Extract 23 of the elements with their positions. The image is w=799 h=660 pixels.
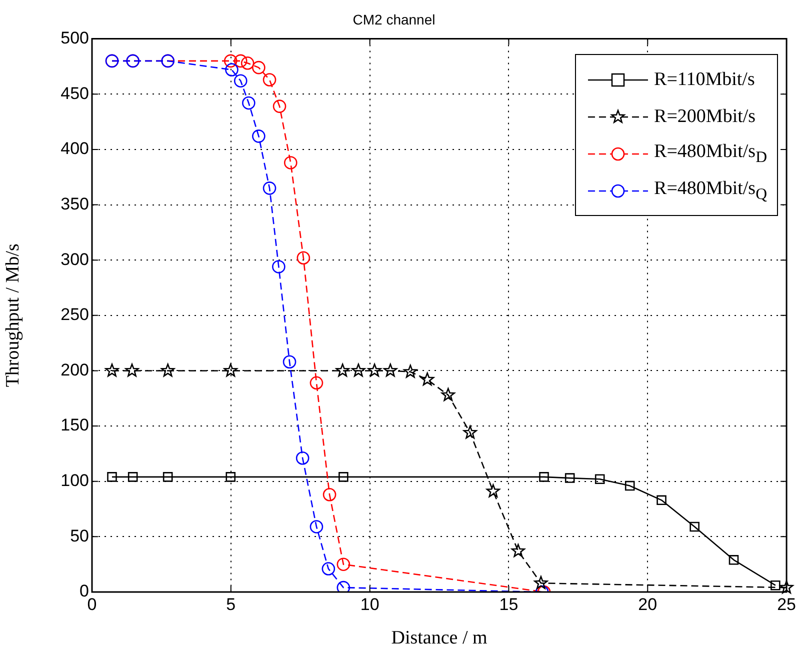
legend-label: R=200Mbit/s	[654, 106, 756, 128]
y-tick-label: 0	[80, 582, 89, 601]
y-tick-label: 250	[60, 305, 89, 324]
y-tick-label: 150	[60, 416, 89, 435]
x-tick-label: 15	[499, 594, 518, 614]
legend-label: R=480Mbit/s$_{D}$	[654, 140, 767, 166]
x-tick-label: 5	[226, 594, 236, 614]
legend-label: R=110Mbit/s	[654, 68, 755, 90]
legend-label: R=480Mbit/s$_{Q}$	[654, 178, 767, 204]
y-tick-label: 300	[60, 250, 89, 269]
y-tick-label: 450	[60, 84, 89, 103]
y-tick-label: 50	[70, 526, 89, 546]
x-tick-label: 10	[360, 594, 380, 614]
y-axis-title: Throughput / Mb/s	[2, 244, 24, 388]
x-tick-label: 25	[777, 594, 796, 614]
y-tick-label: 100	[60, 471, 89, 490]
x-tick-label: 20	[638, 594, 658, 614]
chart-title: CM2 channel	[352, 11, 436, 28]
y-tick-label: 500	[60, 28, 89, 48]
y-tick-label: 200	[60, 360, 89, 380]
x-axis-title: Distance / m	[391, 628, 488, 649]
y-tick-label: 400	[60, 139, 89, 158]
y-tick-label: 350	[60, 194, 89, 214]
